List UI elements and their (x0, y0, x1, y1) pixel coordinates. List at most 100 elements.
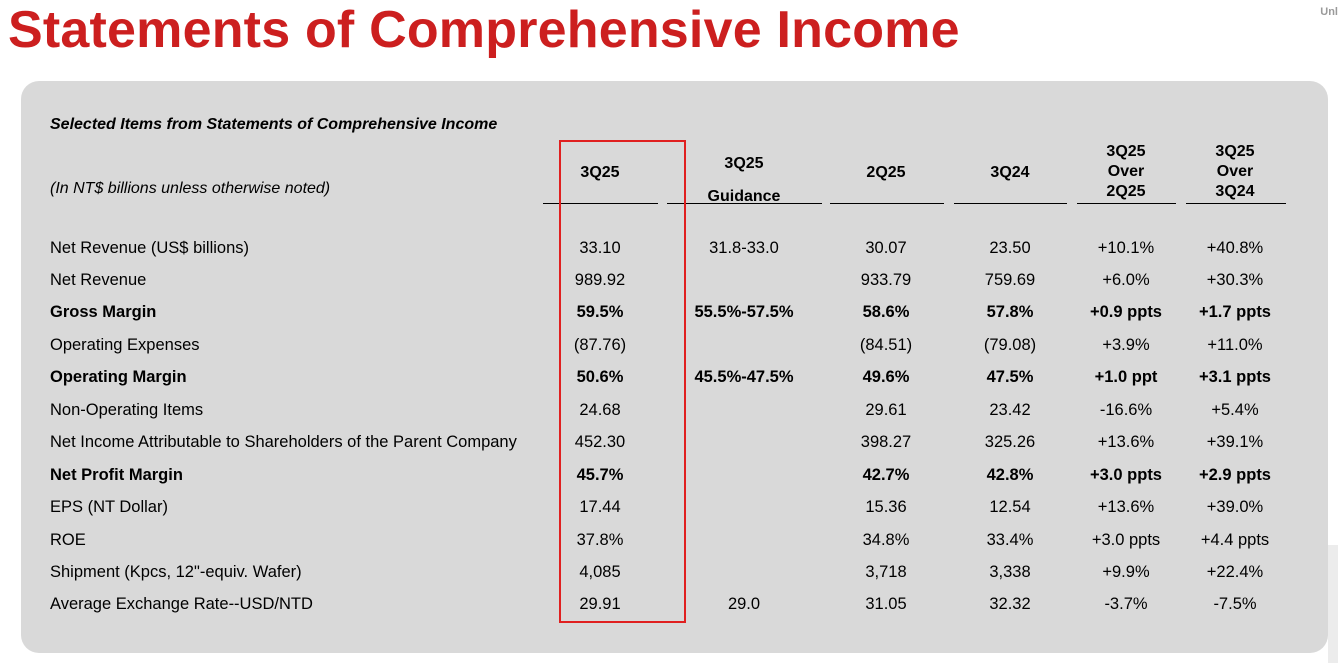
cell-3q25-over-3q24: +22.4% (1206, 563, 1264, 581)
column-header-line: 2Q25 (866, 164, 906, 181)
column-header-3q25-over-2q25: 3Q25 Over 2Q25 (1066, 142, 1186, 202)
cell-3q25: (87.76) (573, 336, 627, 354)
cell-3q25-over-2q25: -3.7% (1104, 595, 1148, 613)
table-row: Net Revenue 989.92 933.79 759.69 +6.0% +30.3% (21, 265, 1328, 295)
column-header-rule (830, 203, 944, 204)
column-header-rule (954, 203, 1067, 204)
column-header-2q25: 2Q25 (826, 163, 946, 183)
column-header-line: 3Q25 (724, 155, 764, 172)
column-header-3q25: 3Q25 (540, 163, 660, 183)
column-header-3q24: 3Q24 (950, 163, 1070, 183)
cell-3q25: 17.44 (579, 498, 621, 516)
cell-3q25-over-3q24: +40.8% (1206, 239, 1264, 257)
cell-3q25: 50.6% (576, 368, 624, 386)
column-header-line: 3Q25 (1215, 143, 1255, 160)
cell-2q25: (84.51) (859, 336, 913, 354)
cell-3q25-over-3q24: +30.3% (1206, 271, 1264, 289)
cell-3q25-over-3q24: +39.1% (1206, 433, 1264, 451)
column-header-line: Over (1107, 163, 1145, 180)
column-header-line: Guidance (707, 188, 781, 205)
row-label: Operating Expenses (50, 336, 200, 354)
table-row: Shipment (Kpcs, 12"-equiv. Wafer) 4,085 3,… (21, 557, 1328, 587)
row-label: Net Income Attributable to Shareholders … (50, 433, 517, 451)
row-label: Operating Margin (50, 368, 187, 386)
cell-3q24: 23.50 (989, 239, 1031, 257)
cell-2q25: 30.07 (865, 239, 907, 257)
table-body: Net Revenue (US$ billions) 33.10 31.8-33.0… (21, 81, 1328, 653)
row-label: EPS (NT Dollar) (50, 498, 168, 516)
column-header-rule (1077, 203, 1176, 204)
row-label: Net Revenue (US$ billions) (50, 239, 250, 257)
column-header-rule (1186, 203, 1286, 204)
cell-3q25-over-2q25: +10.1% (1097, 239, 1155, 257)
cell-3q25: 33.10 (579, 239, 621, 257)
cell-3q24: 3,338 (989, 563, 1031, 581)
cell-3q25-over-2q25: -16.6% (1099, 401, 1153, 419)
cell-3q25-over-2q25: +13.6% (1097, 498, 1155, 516)
cell-3q24: 32.32 (989, 595, 1031, 613)
row-label: Non-Operating Items (50, 401, 204, 419)
cell-3q24: 325.26 (984, 433, 1036, 451)
cell-3q24: 42.8% (986, 466, 1034, 484)
cell-3q25-over-3q24: +11.0% (1207, 336, 1263, 354)
table-row: EPS (NT Dollar) 17.44 15.36 12.54 +13.6% +39.… (21, 492, 1328, 522)
cell-3q25-over-3q24: +1.7 ppts (1199, 303, 1271, 321)
column-header-3q25-over-3q24: 3Q25 Over 3Q24 (1175, 142, 1295, 202)
column-header-line: Over (1216, 163, 1254, 180)
cell-3q25-over-3q24: +39.0% (1206, 498, 1264, 516)
cell-2q25: 58.6% (862, 303, 910, 321)
current-quarter-highlight-box (559, 140, 686, 623)
row-label: Net Revenue (50, 271, 147, 289)
table-row: ROE 37.8% 34.8% 33.4% +3.0 ppts +4.4 ppts (21, 525, 1328, 555)
cell-3q25-guidance: 31.8-33.0 (709, 239, 779, 257)
cell-3q25: 24.68 (579, 401, 621, 419)
row-label: ROE (50, 531, 86, 549)
cell-3q25-over-2q25: +0.9 ppts (1090, 303, 1162, 321)
cell-2q25: 49.6% (862, 368, 910, 386)
row-label: Average Exchange Rate--USD/NTD (50, 595, 313, 613)
cell-3q25-over-3q24: +4.4 ppts (1200, 531, 1270, 549)
cell-3q25-guidance: 29.0 (727, 595, 761, 613)
cell-3q25-guidance: 45.5%-47.5% (694, 368, 794, 386)
cell-3q25: 59.5% (576, 303, 624, 321)
table-row: Operating Expenses (87.76) (84.51) (79.08) +… (21, 330, 1328, 360)
table-row: Net Revenue (US$ billions) 33.10 31.8-33.0… (21, 233, 1328, 263)
table-row: Net Income Attributable to Shareholders … (21, 427, 1328, 457)
column-header-3q25-guidance: 3Q25 Guidance (684, 147, 804, 213)
corner-label: Unl (1320, 6, 1338, 18)
cell-3q24: 47.5% (986, 368, 1034, 386)
cell-3q24: 33.4% (986, 531, 1034, 549)
row-label: Gross Margin (50, 303, 157, 321)
cell-3q25-over-3q24: +3.1 ppts (1199, 368, 1271, 386)
cell-3q25-guidance: 55.5%-57.5% (694, 303, 794, 321)
column-header-rule (543, 203, 658, 204)
row-label: Net Profit Margin (50, 466, 183, 484)
cell-3q24: 57.8% (986, 303, 1034, 321)
cell-2q25: 15.36 (865, 498, 907, 516)
cell-3q25: 29.91 (579, 595, 621, 613)
page-title: Statements of Comprehensive Income (8, 1, 960, 59)
cell-3q24: 23.42 (989, 401, 1031, 419)
cell-3q25-over-2q25: +1.0 ppt (1094, 368, 1158, 386)
cell-2q25: 34.8% (862, 531, 910, 549)
cell-3q25-over-2q25: +13.6% (1097, 433, 1155, 451)
cell-3q25-over-2q25: +6.0% (1102, 271, 1150, 289)
cell-3q24: (79.08) (983, 336, 1037, 354)
column-header-line: 3Q25 (1106, 143, 1146, 160)
table-row: Net Profit Margin 45.7% 42.7% 42.8% +3.0 ppt… (21, 460, 1328, 490)
cell-2q25: 398.27 (860, 433, 912, 451)
cell-3q25: 989.92 (574, 271, 626, 289)
cell-3q24: 12.54 (989, 498, 1031, 516)
cell-3q25: 452.30 (574, 433, 626, 451)
cell-3q25-over-2q25: +3.0 ppts (1090, 466, 1162, 484)
cell-2q25: 31.05 (865, 595, 907, 613)
cell-3q25-over-2q25: +3.0 ppts (1091, 531, 1161, 549)
column-header-line: 3Q24 (990, 164, 1030, 181)
income-table-panel: Selected Items from Statements of Compre… (21, 81, 1328, 653)
table-row: Operating Margin 50.6% 45.5%-47.5% 49.6% 47.… (21, 362, 1328, 392)
column-header-rule (667, 203, 822, 204)
cell-3q25-over-2q25: +3.9% (1102, 336, 1150, 354)
column-header-line: 3Q24 (1215, 183, 1255, 200)
table-row: Non-Operating Items 24.68 29.61 23.42 -16.6%… (21, 395, 1328, 425)
cell-3q25-over-3q24: +5.4% (1211, 401, 1259, 419)
